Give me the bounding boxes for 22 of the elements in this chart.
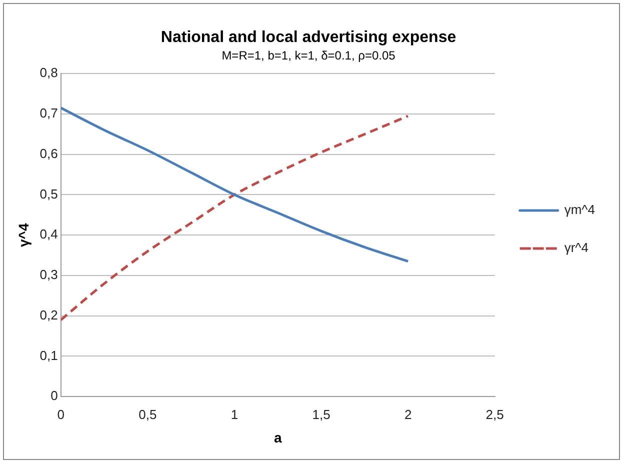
x-tick-label: 1	[230, 406, 238, 422]
y-tick-label: 0,5	[40, 186, 58, 202]
legend-label: γr^4	[564, 240, 589, 256]
legend-label: γm^4	[564, 202, 596, 218]
x-tick-label: 2,5	[486, 406, 504, 422]
x-tick-label: 2	[404, 406, 412, 422]
y-axis-title: γ^4	[15, 223, 32, 247]
x-tick-label: 0,5	[138, 406, 157, 422]
line-series	[60, 114, 410, 322]
y-tick-label: 0,3	[40, 267, 58, 282]
y-tick-label: 0	[50, 388, 58, 404]
line-series	[60, 106, 410, 263]
x-axis-title: a	[274, 429, 282, 446]
chart-subtitle: M=R=1, b=1, k=1, δ=0.1, ρ=0.05	[222, 48, 396, 63]
y-tick-label: 0,4	[40, 226, 58, 242]
chart-title: National and local advertising expense	[160, 29, 456, 46]
y-tick-label: 0,2	[40, 307, 58, 322]
y-tick-label: 0,8	[40, 65, 58, 80]
y-tick-label: 0,6	[40, 146, 58, 161]
y-tick-label: 0,1	[40, 348, 58, 363]
y-tick-label: 0,7	[40, 106, 58, 121]
x-tick-label: 1,5	[312, 406, 330, 422]
